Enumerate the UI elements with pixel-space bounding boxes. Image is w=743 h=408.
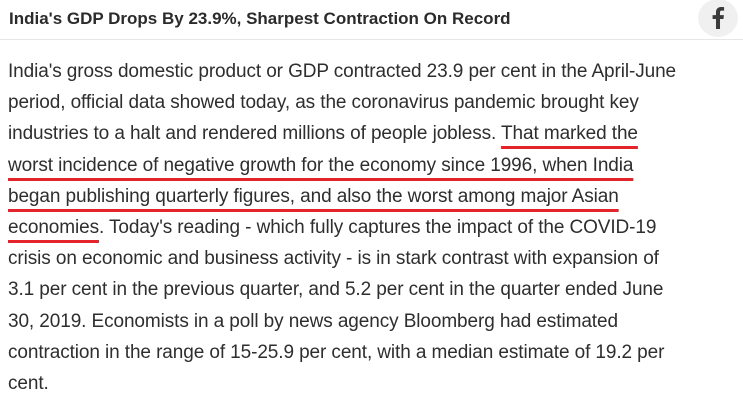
article-line: period, official data showed today, as t… bbox=[8, 87, 740, 118]
article-text: India's gross domestic product or GDP co… bbox=[8, 61, 677, 82]
article-text: industries to a halt and rendered millio… bbox=[8, 123, 502, 145]
article-line: 30, 2019. Economists in a poll by news a… bbox=[8, 306, 740, 337]
article-text: cent. bbox=[8, 372, 49, 394]
article-line: contraction in the range of 15-25.9 per … bbox=[8, 337, 740, 368]
article-text: . Today's reading - which fully captures… bbox=[98, 216, 657, 238]
article-line: 3.1 per cent in the previous quarter, an… bbox=[8, 274, 740, 305]
article-line: crisis on economic and business activity… bbox=[8, 243, 740, 274]
article-line: cent. bbox=[8, 368, 740, 399]
headline: India's GDP Drops By 23.9%, Sharpest Con… bbox=[9, 9, 511, 28]
article-line: economies. Today's reading - which fully… bbox=[8, 212, 740, 243]
facebook-share-button[interactable] bbox=[698, 0, 738, 37]
highlighted-text: economies bbox=[8, 216, 99, 238]
highlighted-text: began publishing quarterly figures, and … bbox=[8, 185, 619, 207]
article-text: contraction in the range of 15-25.9 per … bbox=[8, 341, 665, 363]
article-line: worst incidence of negative growth for t… bbox=[8, 150, 740, 181]
article-body: India's gross domestic product or GDP co… bbox=[8, 56, 740, 399]
article-line: began publishing quarterly figures, and … bbox=[8, 181, 740, 212]
article-text: period, official data showed today, as t… bbox=[8, 92, 639, 114]
article-text: 30, 2019. Economists in a poll by news a… bbox=[8, 310, 618, 332]
article-text: 3.1 per cent in the previous quarter, an… bbox=[8, 279, 664, 301]
article-text: crisis on economic and business activity… bbox=[8, 248, 659, 270]
highlighted-text: worst incidence of negative growth for t… bbox=[8, 154, 634, 176]
article-line: India's gross domestic product or GDP co… bbox=[8, 56, 740, 87]
facebook-icon bbox=[711, 7, 725, 29]
article-header: India's GDP Drops By 23.9%, Sharpest Con… bbox=[0, 0, 743, 40]
article-line: industries to a halt and rendered millio… bbox=[8, 118, 740, 149]
highlighted-text: That marked the bbox=[501, 123, 638, 145]
